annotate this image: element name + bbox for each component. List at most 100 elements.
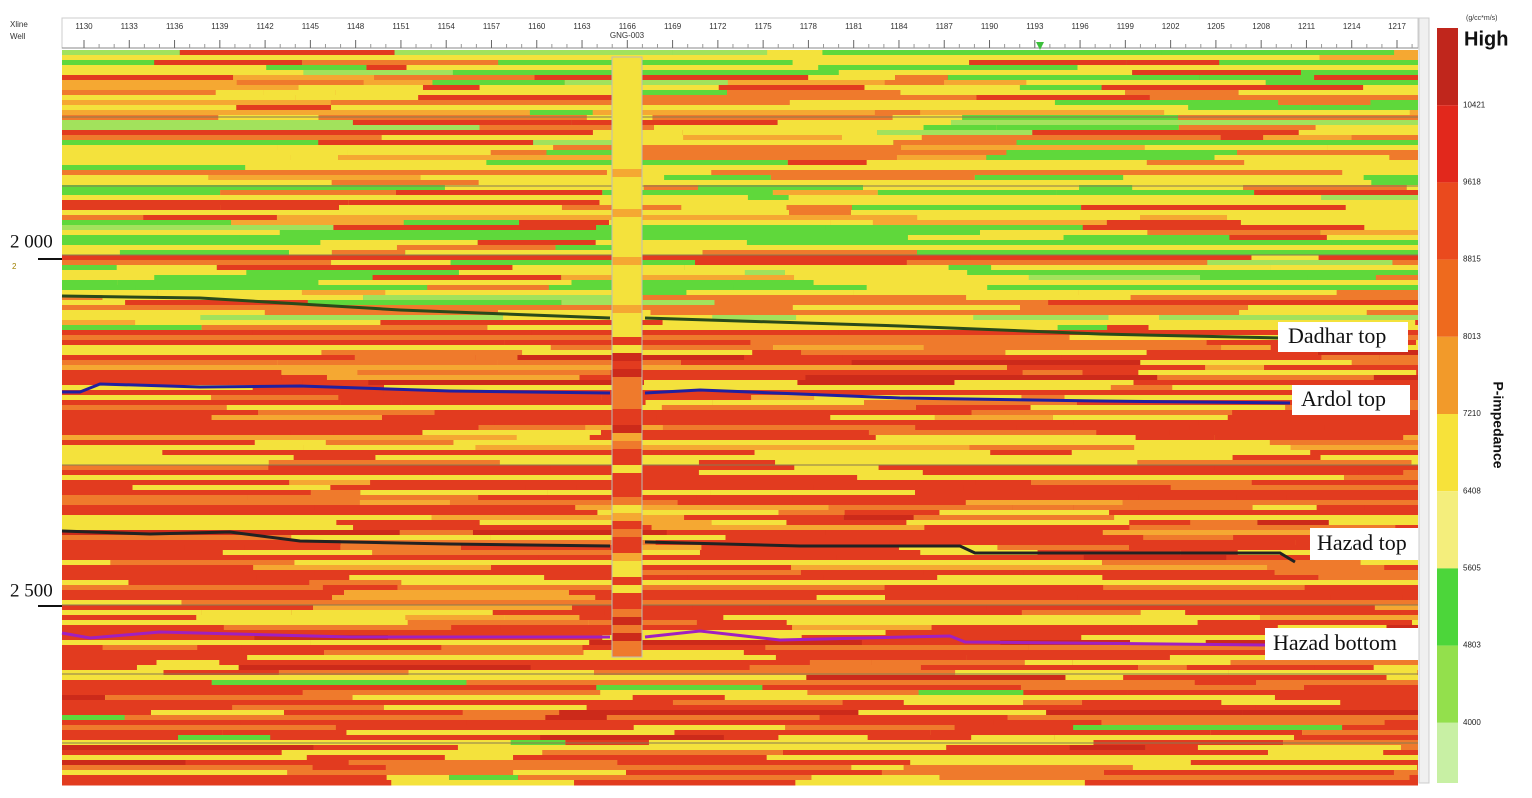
band-segment: [1194, 680, 1257, 686]
band-segment: [672, 50, 768, 56]
band-segment: [1148, 325, 1383, 331]
band-segment: [211, 680, 467, 686]
band-segment: [993, 720, 1102, 726]
band-segment: [220, 205, 339, 211]
band-segment: [931, 625, 1132, 631]
band-segment: [744, 270, 785, 276]
band-segment: [1134, 445, 1291, 451]
band-segment: [132, 485, 331, 491]
band: [62, 370, 1418, 376]
band-segment: [441, 645, 583, 651]
band-segment: [478, 425, 586, 431]
band-segment: [917, 250, 1215, 256]
band-segment: [1269, 440, 1418, 446]
band-segment: [1383, 750, 1418, 756]
band-segment: [624, 155, 897, 161]
well-sample: [612, 601, 642, 609]
band-segment: [1028, 645, 1307, 651]
band-segment: [786, 520, 907, 526]
band-segment: [391, 780, 575, 786]
band-segment: [372, 550, 613, 556]
band-segment: [841, 135, 922, 141]
band-segment: [62, 360, 278, 366]
well-sample: [612, 457, 642, 465]
band-segment: [684, 265, 949, 271]
band-segment: [593, 670, 806, 676]
well-sample: [612, 241, 642, 249]
band-segment: [1205, 365, 1265, 371]
band-segment: [853, 290, 1079, 296]
band-segment: [500, 625, 793, 631]
band-segment: [332, 595, 596, 601]
band: [62, 235, 1418, 241]
band-segment: [289, 480, 371, 486]
band-segment: [1135, 435, 1215, 441]
band-segment: [62, 575, 257, 581]
band-segment: [152, 390, 384, 396]
band-segment: [105, 695, 353, 701]
band-segment: [1078, 290, 1337, 296]
band-segment: [258, 410, 435, 416]
band-segment: [62, 690, 303, 696]
band-segment: [1073, 505, 1253, 511]
band-segment: [338, 155, 625, 161]
band-segment: [1144, 145, 1328, 151]
band: [62, 410, 1418, 416]
band-segment: [218, 115, 319, 121]
band-segment: [270, 735, 343, 741]
band-segment: [405, 250, 703, 256]
well-frame: [611, 56, 643, 658]
band-segment: [1046, 710, 1243, 716]
band-segment: [62, 220, 232, 226]
band-segment: [157, 290, 224, 296]
band-segment: [770, 175, 975, 181]
band-segment: [702, 250, 918, 256]
band-segment: [1394, 50, 1418, 56]
band-segment: [1058, 55, 1109, 61]
band-segment: [102, 645, 198, 651]
well-sample: [612, 289, 642, 297]
band-segment: [756, 300, 1049, 306]
band-segment: [1277, 625, 1387, 631]
band-segment: [954, 380, 1134, 386]
band-segment: [62, 215, 144, 221]
well-sample: [612, 89, 642, 97]
x-tick-label: 1214: [1343, 22, 1361, 31]
band-segment: [1414, 245, 1418, 251]
band-segment: [1077, 105, 1189, 111]
band-segment: [383, 705, 587, 711]
band-segment: [1123, 615, 1200, 621]
well-sample: [612, 489, 642, 497]
band-segment: [290, 430, 334, 436]
band-segment: [418, 95, 624, 101]
band-segment: [62, 410, 259, 416]
band-segment: [1026, 80, 1266, 86]
band-segment: [954, 725, 1074, 731]
band-segment: [223, 290, 302, 296]
band-segment: [969, 60, 1127, 66]
scrollbar[interactable]: [1418, 17, 1430, 784]
band-segment: [609, 220, 831, 226]
band-segment: [62, 680, 212, 686]
band-segment: [245, 165, 431, 171]
band-segment: [347, 150, 491, 156]
well-sample: [612, 377, 642, 385]
band-segment: [62, 290, 158, 296]
band-segment: [1398, 575, 1418, 581]
band-segment: [62, 470, 151, 476]
band-segment: [238, 665, 531, 671]
band: [62, 80, 1418, 86]
band-segment: [871, 660, 1025, 666]
well-sample: [612, 297, 642, 305]
well-sample: [612, 321, 642, 329]
band-segment: [1317, 350, 1418, 356]
band-segment: [236, 105, 332, 111]
band-segment: [1170, 485, 1418, 491]
band-segment: [245, 170, 288, 176]
band-segment: [62, 395, 212, 401]
colorbar-segment: [1437, 259, 1458, 337]
band-segment: [816, 595, 886, 601]
band-segment: [386, 775, 450, 781]
band-segment: [643, 380, 798, 386]
band-segment: [216, 265, 513, 271]
